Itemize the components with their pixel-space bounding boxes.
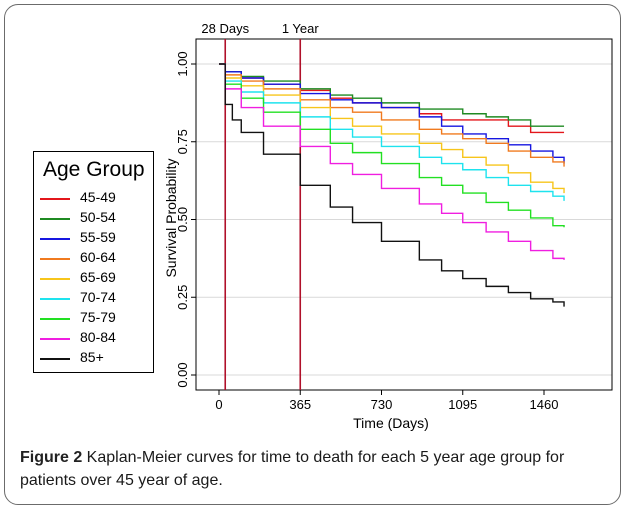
- legend-item: 70-74: [40, 289, 150, 308]
- legend-label: 55-59: [80, 229, 116, 245]
- legend-item: 50-54: [40, 209, 150, 228]
- legend-label: 80-84: [80, 329, 116, 345]
- series-line: [219, 63, 565, 167]
- legend-swatch: [40, 218, 70, 220]
- series-line: [219, 63, 565, 194]
- legend-label: 75-79: [80, 309, 116, 325]
- series-line: [219, 63, 565, 228]
- legend-swatch: [40, 278, 70, 280]
- series-line: [219, 63, 565, 134]
- chart-axes: 0.00 0.25 0.50 0.75 1.00 0 365 730 1095 1460: [175, 38, 613, 412]
- legend-item: 85+: [40, 349, 150, 368]
- legend-swatch: [40, 198, 70, 200]
- legend-item: 60-64: [40, 249, 150, 268]
- y-tick-label: 0.50: [175, 207, 190, 232]
- reference-line-label: 1 Year: [282, 21, 320, 36]
- legend-item: 45-49: [40, 189, 150, 208]
- legend-label: 45-49: [80, 189, 116, 205]
- series-line: [219, 63, 565, 127]
- km-chart: 0.00 0.25 0.50 0.75 1.00 0 365 730 1095 1460 28 D…: [163, 21, 613, 431]
- legend-label: 70-74: [80, 289, 116, 305]
- legend-item: 75-79: [40, 309, 150, 328]
- legend-item: 65-69: [40, 269, 150, 288]
- x-tick-label: 0: [215, 397, 222, 412]
- y-tick-label: 1.00: [175, 51, 190, 76]
- x-axis-label: Time (Days): [353, 415, 429, 431]
- legend-label: 85+: [80, 349, 104, 365]
- y-tick-label: 0.25: [175, 285, 190, 310]
- y-axis-label: Survival Probability: [163, 158, 179, 277]
- series-line: [219, 63, 565, 307]
- legend-label: 65-69: [80, 269, 116, 285]
- y-tick-label: 0.00: [175, 362, 190, 387]
- x-tick-label: 730: [371, 397, 393, 412]
- series-line: [219, 63, 565, 260]
- legend-swatch: [40, 318, 70, 320]
- legend: Age Group 45-49 50-54 55-59 60-64 65-69 70-74…: [33, 151, 154, 373]
- survival-curves: [219, 63, 565, 307]
- legend-swatch: [40, 358, 70, 360]
- x-tick-label: 1460: [530, 397, 559, 412]
- caption-text: Kaplan-Meier curves for time to death fo…: [20, 449, 565, 489]
- legend-swatch: [40, 298, 70, 300]
- chart-grid: [196, 63, 612, 376]
- x-tick-label: 1095: [448, 397, 477, 412]
- legend-swatch: [40, 338, 70, 340]
- figure-label: Figure 2: [20, 449, 83, 466]
- y-tick-label: 0.75: [175, 129, 190, 154]
- plot-area: [195, 38, 613, 391]
- legend-item: 55-59: [40, 229, 150, 248]
- figure-caption: Figure 2 Kaplan-Meier curves for time to…: [20, 446, 610, 492]
- legend-label: 60-64: [80, 249, 116, 265]
- legend-swatch: [40, 258, 70, 260]
- x-tick-label: 365: [289, 397, 311, 412]
- legend-title: Age Group: [43, 158, 145, 181]
- reference-line-label: 28 Days: [201, 21, 249, 36]
- legend-item: 80-84: [40, 329, 150, 348]
- series-line: [219, 63, 565, 201]
- legend-swatch: [40, 238, 70, 240]
- legend-label: 50-54: [80, 209, 116, 225]
- series-line: [219, 63, 565, 164]
